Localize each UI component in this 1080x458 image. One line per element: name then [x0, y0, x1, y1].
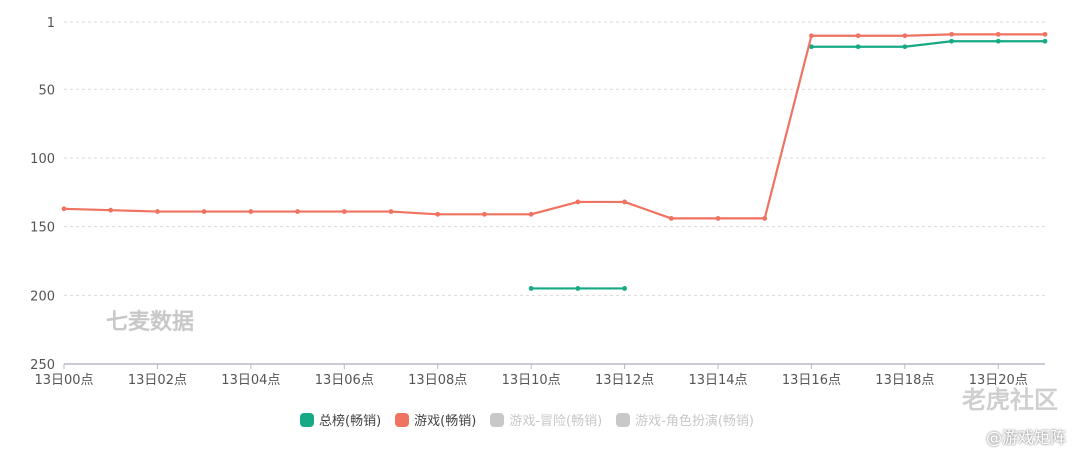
- series-line: [63, 33, 1045, 220]
- data-point[interactable]: [201, 209, 207, 214]
- series-line: [811, 40, 1045, 48]
- y-tick-label: 50: [38, 83, 55, 98]
- legend-item-adventure[interactable]: 游戏-冒险(畅销): [490, 410, 602, 429]
- x-tick-label: 13日00点: [34, 373, 93, 388]
- legend-swatch-overall: [300, 412, 314, 427]
- x-axis-ticks: 13日00点 13日02点 13日04点 13日06点 13日08点 13日10点 13日1…: [34, 364, 1028, 388]
- grid-lines: [64, 21, 1045, 296]
- data-point[interactable]: [482, 211, 487, 217]
- data-point[interactable]: [902, 33, 908, 39]
- data-point[interactable]: [295, 209, 300, 214]
- legend-label-adventure: 游戏-冒险(畅销): [509, 414, 603, 429]
- data-point[interactable]: [1042, 38, 1048, 44]
- data-point[interactable]: [528, 286, 534, 291]
- legend-item-games[interactable]: 游戏(畅销): [395, 410, 476, 429]
- data-point[interactable]: [855, 33, 861, 39]
- x-tick-label: 13日14点: [688, 373, 747, 388]
- series-1: [61, 31, 1048, 221]
- legend-swatch-rpg: [616, 412, 631, 427]
- y-tick-label: 200: [30, 289, 55, 304]
- data-point[interactable]: [248, 209, 254, 214]
- data-point[interactable]: [668, 216, 674, 221]
- series-group: [61, 31, 1048, 291]
- y-tick-label: 250: [30, 358, 55, 373]
- data-point[interactable]: [108, 207, 114, 213]
- x-tick-label: 13日18点: [875, 373, 934, 388]
- y-tick-label: 1: [47, 16, 55, 31]
- x-tick-label: 13日10点: [502, 373, 561, 388]
- data-point[interactable]: [809, 44, 814, 50]
- legend: 总榜(畅销) 游戏(畅销) 游戏-冒险(畅销) 游戏-角色扮演(畅销): [300, 410, 754, 429]
- data-point[interactable]: [995, 38, 1001, 44]
- legend-swatch-games: [395, 412, 410, 427]
- chart-watermark: 七麦数据: [106, 309, 194, 335]
- legend-item-rpg[interactable]: 游戏-角色扮演(畅销): [616, 410, 754, 429]
- legend-label-overall: 总榜(畅销): [319, 414, 382, 429]
- legend-swatch-adventure: [490, 412, 505, 427]
- data-point[interactable]: [715, 216, 721, 221]
- data-point[interactable]: [61, 206, 67, 212]
- corner-watermark-sub: @游戏矩阵: [985, 428, 1066, 447]
- x-tick-label: 13日20点: [969, 373, 1028, 388]
- y-tick-label: 100: [30, 152, 55, 167]
- data-point[interactable]: [528, 211, 534, 217]
- data-point[interactable]: [622, 286, 627, 291]
- series-0: [528, 38, 1048, 291]
- data-point[interactable]: [855, 44, 861, 50]
- y-tick-label: 150: [30, 221, 55, 236]
- data-point[interactable]: [762, 216, 768, 221]
- data-point[interactable]: [949, 38, 954, 44]
- x-tick-label: 13日02点: [128, 373, 187, 388]
- data-point[interactable]: [575, 286, 581, 291]
- x-tick-label: 13日08点: [408, 373, 467, 388]
- corner-watermark: 老虎社区: [962, 386, 1058, 414]
- data-point[interactable]: [1042, 31, 1048, 37]
- data-point[interactable]: [341, 209, 347, 214]
- data-point[interactable]: [902, 44, 908, 50]
- data-point[interactable]: [388, 209, 394, 214]
- x-tick-label: 13日06点: [315, 373, 374, 388]
- legend-label-games: 游戏(畅销): [414, 414, 477, 429]
- data-point[interactable]: [435, 211, 441, 217]
- data-point[interactable]: [995, 31, 1001, 37]
- x-tick-label: 13日16点: [782, 373, 841, 388]
- data-point[interactable]: [155, 209, 160, 214]
- data-point[interactable]: [575, 199, 581, 205]
- data-point[interactable]: [622, 199, 627, 205]
- data-point[interactable]: [949, 31, 954, 37]
- x-tick-label: 13日04点: [221, 373, 280, 388]
- data-point[interactable]: [809, 33, 814, 39]
- legend-label-rpg: 游戏-角色扮演(畅销): [635, 414, 754, 429]
- x-tick-label: 13日12点: [595, 373, 654, 388]
- legend-item-overall[interactable]: 总榜(畅销): [300, 410, 381, 429]
